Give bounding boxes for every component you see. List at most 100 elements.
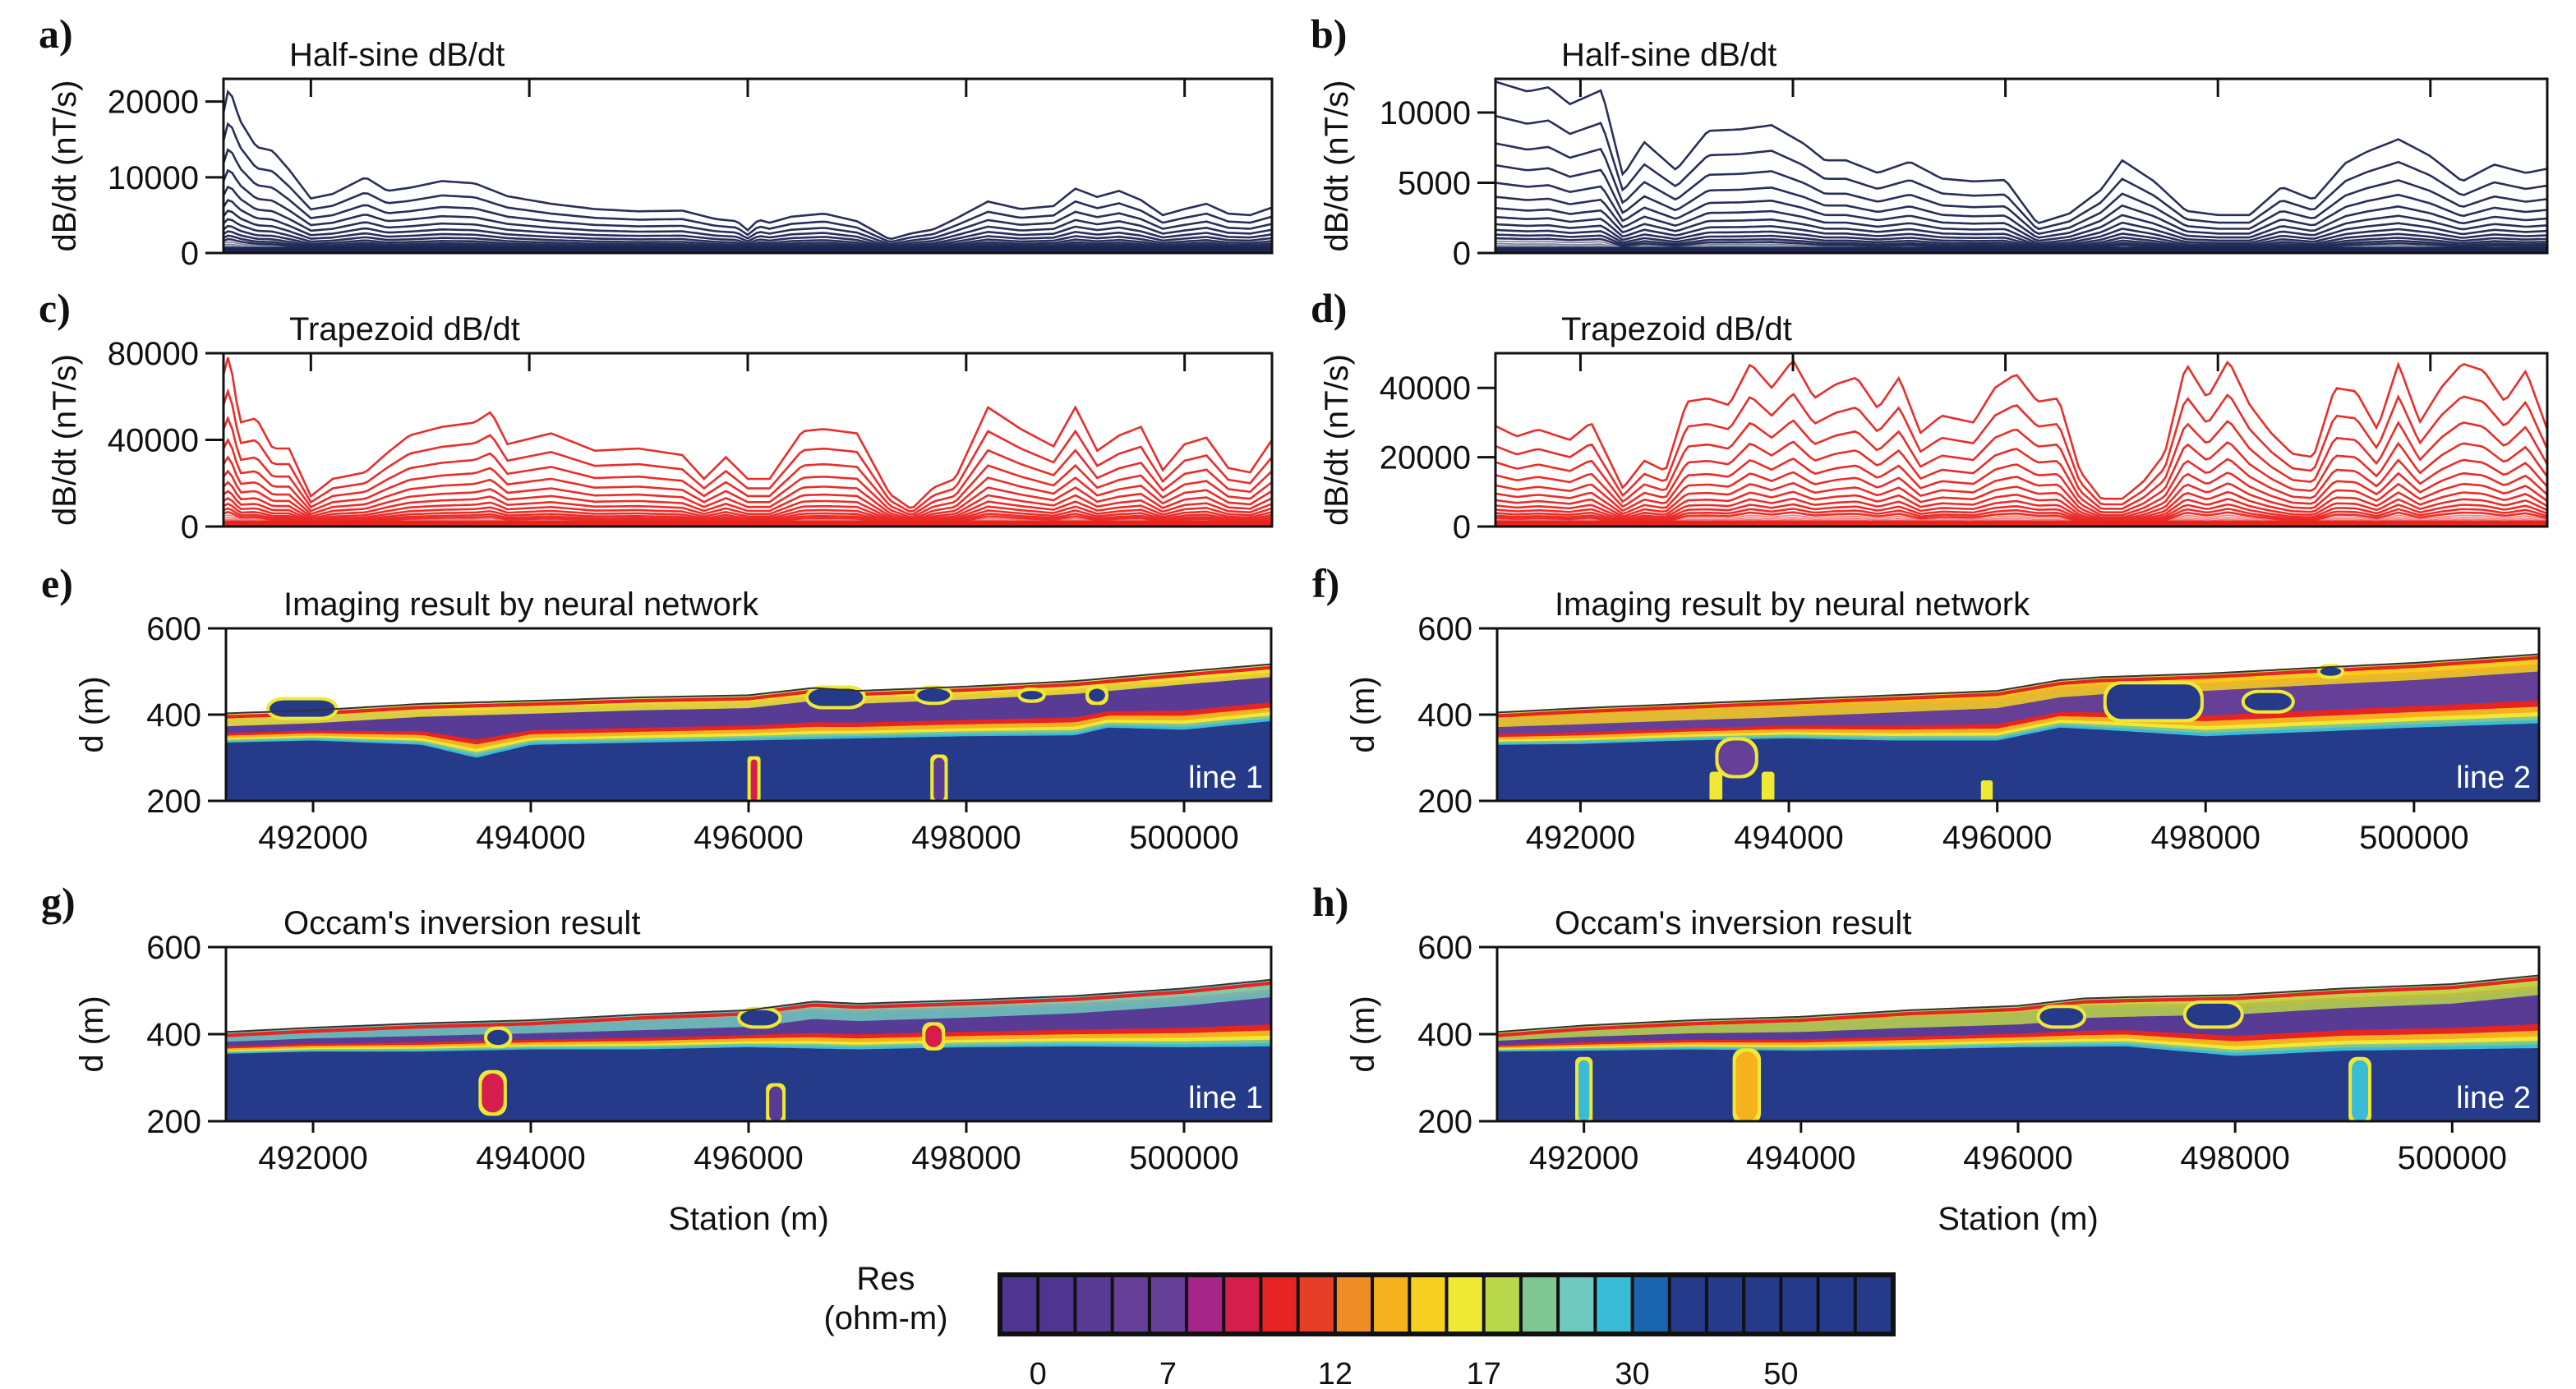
colorbar-swatch: [1411, 1277, 1445, 1332]
colorbar-tick-label: 30: [1615, 1357, 1649, 1389]
series-line-ch8: [1495, 490, 2547, 522]
panel-a: a) Half-sine dB/dt dB/dt (nT/s) 0 10000 20000: [39, 11, 1274, 272]
series-line-ch4: [1495, 163, 2547, 239]
y-axis-label: dB/dt (nT/s): [1319, 80, 1355, 252]
resistivity-anomaly: [1764, 775, 1772, 801]
y-tick-label: 400: [146, 1017, 201, 1053]
series-line-ch6: [223, 469, 1272, 522]
series-line-ch2: [223, 388, 1272, 513]
resistivity-anomaly: [808, 688, 864, 706]
resistivity-anomaly: [2244, 692, 2292, 711]
resistivity-anomaly: [769, 1086, 783, 1121]
panel-label: b): [1311, 11, 1347, 57]
series-line-ch1: [223, 356, 1272, 509]
colorbar-label-res: Res: [856, 1261, 915, 1297]
y-axis-label: d (m): [74, 676, 110, 752]
axes-frame: [1494, 77, 2549, 255]
colorbar-swatch: [1522, 1277, 1557, 1332]
dense-late-channels: [223, 520, 1272, 527]
panel-label: c): [39, 285, 71, 331]
topography-line: [1497, 653, 2539, 714]
plot-area: [1497, 653, 2539, 801]
x-tick-label: 492000: [1529, 1140, 1638, 1176]
resistivity-band-surface: [1497, 977, 2539, 1037]
panel-b: b) Half-sine dB/dt dB/dt (nT/s) 0 5000 10000: [1311, 11, 2549, 272]
colorbar-swatch: [1336, 1277, 1371, 1332]
y-tick-label: 200: [1417, 784, 1472, 820]
resistivity-anomaly: [2352, 1060, 2368, 1121]
colorbar-swatch: [1448, 1277, 1482, 1332]
series-line-ch2: [1495, 114, 2547, 231]
resistivity-anomaly: [917, 688, 951, 702]
x-tick-label: 500000: [2359, 820, 2468, 856]
y-axis-label: d (m): [1345, 676, 1381, 752]
x-tick-label: 492000: [1526, 820, 1635, 856]
resistivity-anomaly: [750, 759, 758, 801]
resistivity-band-surface: [226, 981, 1271, 1037]
x-tick-label: 494000: [1746, 1140, 1855, 1176]
y-tick-label: 0: [1453, 236, 1471, 272]
resistivity-anomaly: [1578, 1060, 1590, 1121]
resistivity-anomaly: [1089, 688, 1105, 702]
dense-late-channels: [1495, 520, 2547, 527]
line-annotation: line 1: [1188, 1081, 1263, 1115]
colorbar-tick-label: 7: [1159, 1357, 1177, 1389]
y-tick-label: 400: [1417, 1017, 1472, 1053]
series-line-ch1: [223, 89, 1272, 241]
panel-g: g) Occam's inversion result d (m) line 1 492…: [41, 879, 1273, 1237]
x-tick-label: 494000: [1734, 820, 1843, 856]
panel-title: Half-sine dB/dt: [289, 37, 505, 73]
series-line-ch8: [1495, 216, 2547, 248]
series-line-ch4: [223, 437, 1272, 518]
colorbar-swatch: [1745, 1277, 1780, 1332]
colorbar-swatch: [1597, 1277, 1631, 1332]
dense-late-channels: [1495, 246, 2547, 253]
x-tick-label: 496000: [694, 1140, 803, 1176]
topography-line: [1497, 974, 2539, 1033]
panel-label: e): [41, 560, 73, 606]
panel-title: Imaging result by neural network: [1555, 586, 2030, 623]
colorbar-swatch: [1188, 1277, 1223, 1332]
panel-title: Imaging result by neural network: [283, 586, 759, 623]
y-tick-label: 400: [1417, 697, 1472, 734]
resistivity-anomaly: [270, 700, 335, 717]
line-annotation: line 2: [2456, 761, 2531, 795]
series-line-ch4: [223, 168, 1272, 247]
colorbar-swatch: [1485, 1277, 1519, 1332]
series-line-ch2: [223, 122, 1272, 243]
series-line-ch3: [223, 415, 1272, 516]
plot-area: [226, 663, 1271, 801]
series-line-ch6: [1495, 471, 2547, 519]
x-axis-label: Station (m): [668, 1201, 829, 1237]
panel-d: d) Trapezoid dB/dt dB/dt (nT/s) 0 20000 40000: [1311, 285, 2549, 545]
panel-title: Trapezoid dB/dt: [1561, 311, 1792, 347]
colorbar-swatch: [1782, 1277, 1817, 1332]
x-tick-label: 498000: [911, 820, 1021, 856]
x-tick-label: 496000: [1963, 1140, 2072, 1176]
colorbar-swatch: [1670, 1277, 1705, 1332]
topography-line: [226, 978, 1271, 1033]
colorbar-tick-label: 50: [1763, 1357, 1798, 1389]
plot-area: [1497, 974, 2539, 1121]
x-tick-label: 500000: [2398, 1140, 2507, 1176]
series-line-ch10: [223, 502, 1272, 526]
colorbar-swatch: [1076, 1277, 1111, 1332]
series-line-ch7: [1495, 207, 2547, 246]
series-line-ch10: [1495, 503, 2547, 524]
resistivity-anomaly: [740, 1010, 779, 1026]
series-line-ch5: [1495, 182, 2547, 242]
resistivity-anomaly: [2320, 667, 2342, 676]
colorbar-label-unit: (ohm-m): [823, 1300, 947, 1336]
panel-label: g): [41, 879, 76, 925]
line-annotation: line 2: [2456, 1081, 2531, 1115]
series-line-ch5: [223, 455, 1272, 520]
colorbar-swatches: [998, 1272, 1896, 1336]
resistivity-anomaly: [482, 1073, 504, 1113]
colorbar-swatch: [1039, 1277, 1074, 1332]
y-tick-label: 600: [146, 611, 201, 647]
panel-c: c) Trapezoid dB/dt dB/dt (nT/s) 0 40000 80000: [39, 285, 1274, 545]
y-axis-label: dB/dt (nT/s): [1319, 354, 1355, 526]
series-line-ch6: [223, 199, 1272, 250]
colorbar-swatch: [1113, 1277, 1148, 1332]
colorbar-swatch: [1560, 1277, 1594, 1332]
